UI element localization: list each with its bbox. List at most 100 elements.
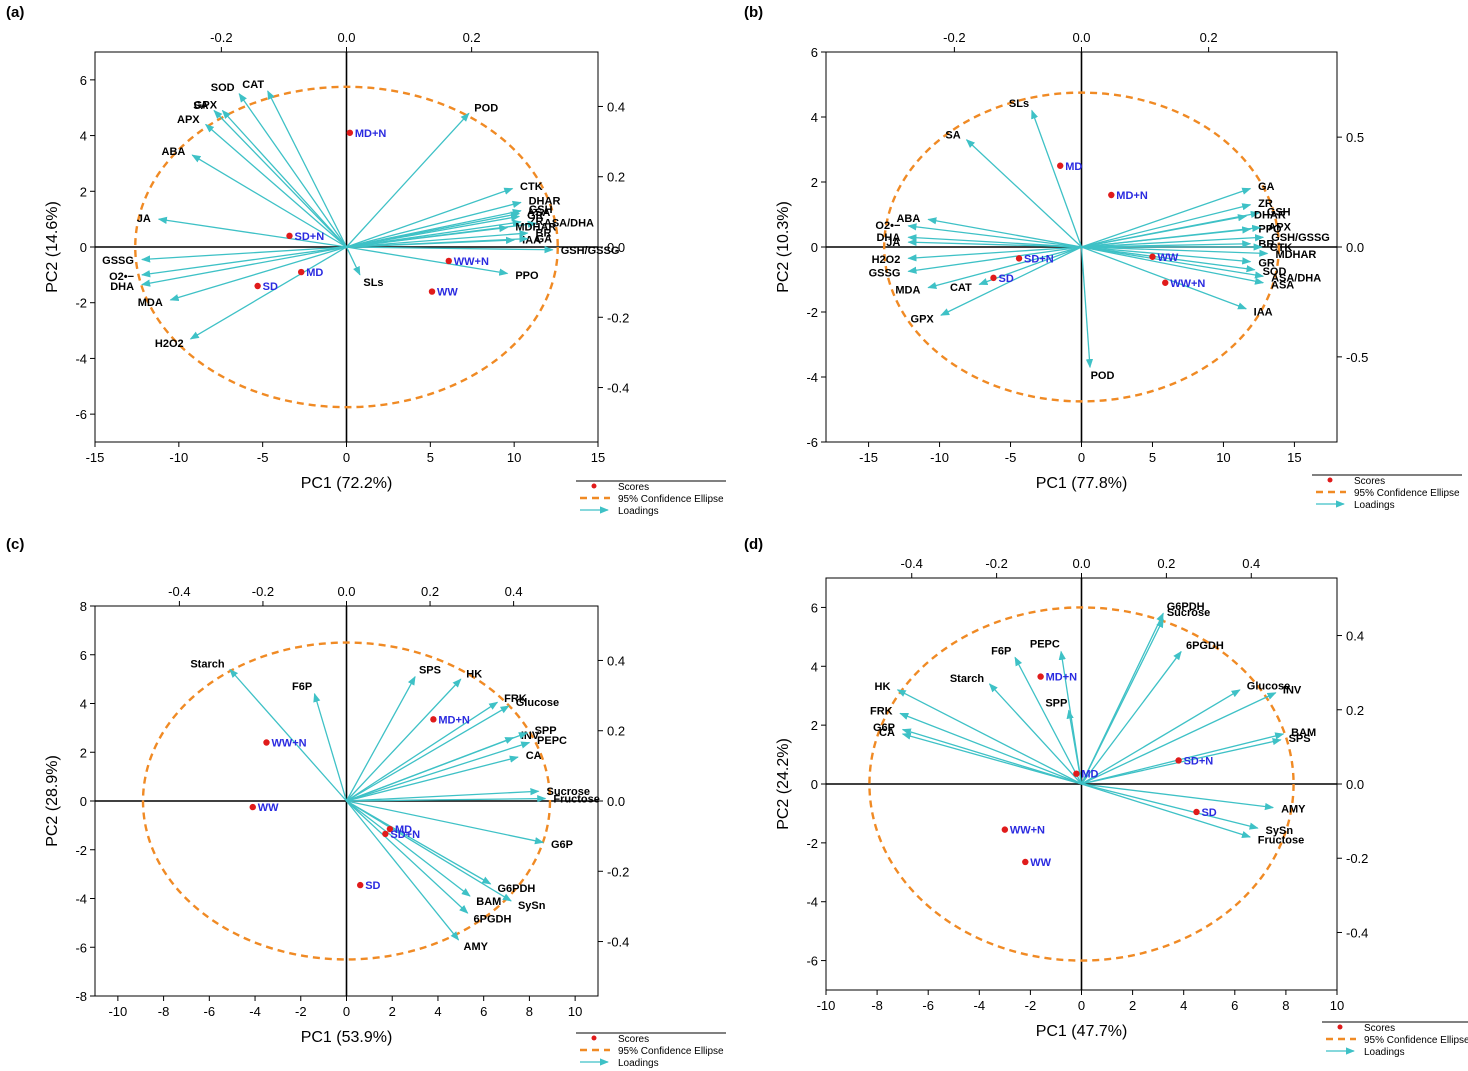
x-tick-label: 10 [1330, 998, 1344, 1013]
score-label-ww: WW [437, 287, 458, 299]
loading-arrow-sa [213, 109, 347, 248]
score-label-ww: WW [1157, 252, 1178, 264]
x-axis-title: PC1 (47.7%) [1036, 1023, 1128, 1040]
loading-arrow-sysn [346, 800, 512, 902]
loading-arrow-sod [1081, 246, 1256, 273]
score-point-sd-n [382, 830, 389, 838]
panel-label-a: (a) [6, 4, 25, 21]
score-label-md-n: MD+N [355, 128, 387, 140]
loading-label-sa: SA [193, 100, 208, 112]
y-tick-label: -6 [806, 435, 818, 450]
x-tick-label: 2 [1129, 998, 1136, 1013]
score-label-ww: WW [1030, 857, 1051, 869]
y-tick-label: 6 [80, 73, 87, 88]
score-label-sd: SD [1201, 807, 1216, 819]
top-tick-label: 0.4 [1242, 556, 1260, 571]
loading-arrow-glucose [1081, 689, 1241, 785]
loading-arrow-sls [1031, 109, 1083, 248]
x-axis-title: PC1 (72.2%) [301, 475, 393, 492]
loading-label-spp: SPP [1045, 698, 1067, 710]
y-tick-label: -6 [806, 954, 818, 969]
y-tick-label: 6 [80, 648, 87, 663]
loading-label-h2o2: H2O2 [872, 254, 901, 266]
loading-arrow-spp [346, 732, 528, 802]
x-tick-label: -6 [204, 1004, 216, 1019]
loading-label-sps: SPS [1289, 733, 1311, 745]
loading-label-f6p: F6P [292, 681, 312, 693]
x-tick-label: 0 [343, 1004, 350, 1019]
score-point-sd [357, 881, 364, 889]
loading-arrow-dha [141, 246, 347, 287]
loading-arrow-sa [965, 139, 1082, 248]
loading-arrow-h2o2 [189, 246, 347, 340]
right-tick-label: 0.0 [607, 240, 625, 255]
loading-arrow-fructose [1081, 783, 1251, 838]
loading-label-o2: O2•− [109, 271, 134, 283]
score-label-ww-n: WW+N [271, 738, 306, 750]
loading-arrow-gsh-gssg [1081, 234, 1265, 248]
loading-arrow-bam [346, 800, 471, 897]
loading-label-gsh-gssg: GSH/GSSG [561, 245, 620, 257]
x-tick-label: 0 [1078, 450, 1085, 465]
score-label-md: MD [395, 824, 412, 836]
loading-arrow-asa-dha [1081, 246, 1265, 279]
loading-label-ppo: PPO [515, 270, 539, 282]
x-tick-label: 5 [1149, 450, 1156, 465]
loading-label-mda: MDA [895, 285, 920, 297]
loading-arrow-f6p [313, 692, 348, 802]
loading-arrow-ppo [346, 246, 509, 276]
y-tick-label: -4 [75, 892, 87, 907]
panel-label-b: (b) [744, 4, 764, 21]
legend-ellipse-label: 95% Confidence Ellipse [618, 494, 724, 505]
x-tick-label: -15 [859, 450, 878, 465]
biplot-panel-a: -15 -10 -5 0 5 10 15 -6 -4 -2 0 2 4 6 -0.2 0.0 0.2 0.4 0.2… [44, 30, 726, 517]
legend-scores-label: Scores [618, 482, 649, 493]
score-point-md [386, 825, 394, 833]
legend-score-marker [591, 483, 597, 489]
loading-label-pepc: PEPC [1030, 639, 1060, 651]
loading-arrow-aba [927, 217, 1082, 248]
y-tick-label: 4 [80, 129, 87, 144]
loading-label-spp: SPP [535, 725, 557, 737]
loading-label-cat: CAT [950, 282, 972, 294]
loading-label-glucose: Glucose [516, 697, 559, 709]
x-tick-label: -4 [249, 1004, 261, 1019]
loading-label-fructose: Fructose [1258, 834, 1304, 846]
top-tick-label: 0.2 [421, 584, 439, 599]
x-tick-label: 6 [480, 1004, 487, 1019]
loading-label-inv: INV [1283, 684, 1302, 696]
loading-arrow-ca [901, 732, 1082, 785]
loading-label-ca: CA [526, 750, 542, 762]
loading-label-starch: Starch [950, 673, 985, 685]
right-tick-label: 0.0 [1346, 240, 1364, 255]
x-tick-label: 10 [507, 450, 521, 465]
score-point-ww [249, 803, 256, 811]
loading-label-ga: GA [536, 233, 553, 245]
loading-label-starch: Starch [190, 658, 225, 670]
loading-label-asa: ASA [527, 207, 550, 219]
loading-label-sysn: SySn [1266, 825, 1294, 837]
y-tick-label: -2 [75, 296, 87, 311]
right-tick-label: -0.4 [607, 935, 629, 950]
loading-arrow-fructose [346, 795, 547, 803]
right-tick-label: 0.2 [607, 724, 625, 739]
loading-arrow-spp [1066, 709, 1083, 785]
loading-label-sod: SOD [1263, 266, 1287, 278]
biplot-panel-d: -10 -8 -6 -4 -2 0 2 4 6 8 10 -6 -4 -2 0 2 4 6 -0.4 -0.2 0.0 0… [775, 556, 1468, 1058]
loading-arrow-ga [346, 235, 529, 248]
confidence-ellipse [882, 91, 1281, 403]
legend-score-marker [1337, 1024, 1343, 1030]
loading-label-gpx: GPX [911, 314, 935, 326]
top-tick-label: 0.2 [1157, 556, 1175, 571]
loading-label-amy: AMY [1281, 804, 1306, 816]
loading-label-sucrose: Sucrose [1167, 607, 1210, 619]
loading-arrow-o2 [907, 223, 1082, 248]
y-tick-label: -2 [806, 305, 818, 320]
x-tick-label: -4 [974, 998, 986, 1013]
loading-arrow-br [346, 230, 529, 248]
loading-arrow-sucrose [346, 788, 540, 802]
loading-label-hk: HK [466, 668, 482, 680]
loading-arrow-pod [1080, 246, 1094, 369]
loading-label-sod: SOD [211, 82, 235, 94]
